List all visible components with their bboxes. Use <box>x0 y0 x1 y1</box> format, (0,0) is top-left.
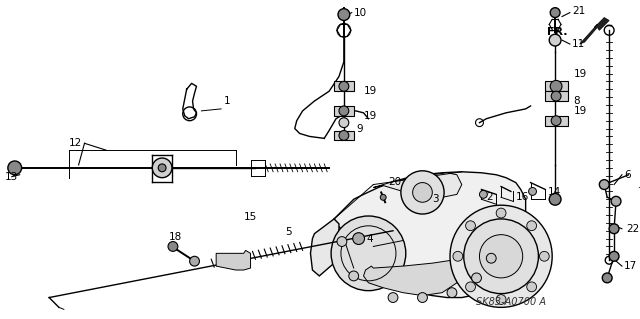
Text: FR.: FR. <box>547 27 568 37</box>
Text: 5: 5 <box>285 227 292 237</box>
Circle shape <box>479 190 487 198</box>
Polygon shape <box>334 130 354 140</box>
Circle shape <box>339 130 349 140</box>
Circle shape <box>609 251 619 261</box>
Circle shape <box>189 256 200 266</box>
Circle shape <box>339 81 349 91</box>
Circle shape <box>602 273 612 283</box>
Circle shape <box>486 253 496 263</box>
Circle shape <box>331 216 406 291</box>
Text: 21: 21 <box>572 6 585 16</box>
Circle shape <box>549 193 561 205</box>
Text: 14: 14 <box>548 188 561 197</box>
Text: 4: 4 <box>367 234 373 244</box>
Circle shape <box>338 9 350 20</box>
Circle shape <box>380 194 386 200</box>
Circle shape <box>158 164 166 172</box>
Circle shape <box>8 161 22 175</box>
Polygon shape <box>545 91 568 101</box>
Circle shape <box>168 241 178 251</box>
Circle shape <box>527 221 536 231</box>
Circle shape <box>550 80 562 92</box>
Polygon shape <box>334 106 354 116</box>
Polygon shape <box>545 116 568 126</box>
Text: 3: 3 <box>432 194 439 204</box>
Circle shape <box>339 106 349 116</box>
Text: SK83-A0700 A: SK83-A0700 A <box>476 297 546 308</box>
Text: 20: 20 <box>388 177 401 187</box>
Polygon shape <box>334 172 525 298</box>
Text: 11: 11 <box>572 39 585 49</box>
Circle shape <box>551 91 561 101</box>
Circle shape <box>472 273 481 283</box>
Circle shape <box>447 288 457 298</box>
Circle shape <box>550 8 560 18</box>
Circle shape <box>609 224 619 234</box>
Text: 8: 8 <box>573 96 579 106</box>
Polygon shape <box>310 219 339 276</box>
Circle shape <box>466 221 476 231</box>
Text: 10: 10 <box>354 8 367 18</box>
Text: 19: 19 <box>364 86 377 96</box>
Text: 19: 19 <box>364 111 377 121</box>
Polygon shape <box>364 260 462 296</box>
Polygon shape <box>216 250 250 270</box>
Circle shape <box>388 293 398 302</box>
Circle shape <box>466 282 476 292</box>
Circle shape <box>551 116 561 126</box>
Text: 9: 9 <box>356 123 364 134</box>
Circle shape <box>337 237 347 247</box>
Text: 2: 2 <box>486 192 493 202</box>
Text: 15: 15 <box>244 212 257 222</box>
Circle shape <box>549 34 561 46</box>
Text: 13: 13 <box>5 172 18 182</box>
Circle shape <box>417 293 428 302</box>
Polygon shape <box>334 81 354 91</box>
Text: 12: 12 <box>68 138 82 148</box>
Text: 18: 18 <box>169 232 182 241</box>
Circle shape <box>479 235 523 278</box>
Text: 16: 16 <box>516 192 529 202</box>
Polygon shape <box>373 173 462 197</box>
Circle shape <box>349 271 358 281</box>
Text: 17: 17 <box>624 261 637 271</box>
Circle shape <box>353 233 365 244</box>
Circle shape <box>413 182 432 202</box>
Circle shape <box>464 219 538 293</box>
Circle shape <box>450 205 552 308</box>
Text: 19: 19 <box>574 69 587 78</box>
Text: 1: 1 <box>224 96 230 106</box>
Polygon shape <box>580 18 609 44</box>
Circle shape <box>529 188 536 195</box>
Circle shape <box>453 251 463 261</box>
Circle shape <box>540 251 549 261</box>
Circle shape <box>496 208 506 218</box>
Text: 6: 6 <box>624 170 630 180</box>
Circle shape <box>527 282 536 292</box>
Circle shape <box>339 118 349 128</box>
Text: 7: 7 <box>637 188 640 197</box>
Circle shape <box>152 158 172 178</box>
Circle shape <box>599 180 609 189</box>
Circle shape <box>496 295 506 304</box>
Text: 22: 22 <box>626 224 639 234</box>
Polygon shape <box>545 81 568 91</box>
Text: 19: 19 <box>574 106 587 116</box>
Circle shape <box>611 197 621 206</box>
Circle shape <box>401 171 444 214</box>
